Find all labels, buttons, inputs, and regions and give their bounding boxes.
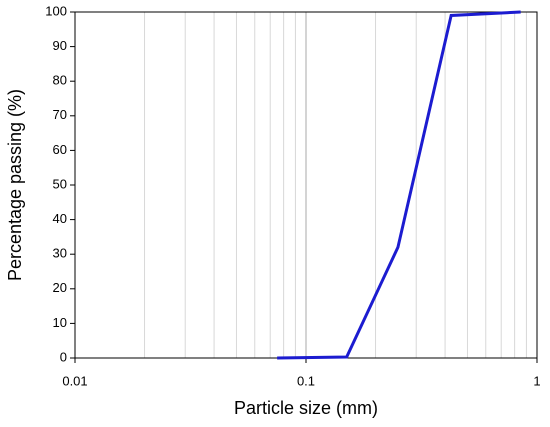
x-tick-label: 0.01 bbox=[62, 373, 87, 388]
y-axis-title: Percentage passing (%) bbox=[5, 89, 25, 281]
y-tick-label: 80 bbox=[53, 73, 67, 88]
x-tick-label: 1 bbox=[533, 373, 540, 388]
y-tick-label: 100 bbox=[45, 3, 67, 18]
y-tick-label: 0 bbox=[60, 349, 67, 364]
y-tick-label: 90 bbox=[53, 38, 67, 53]
y-tick-label: 30 bbox=[53, 246, 67, 261]
y-tick-label: 40 bbox=[53, 211, 67, 226]
data-line bbox=[277, 10, 521, 360]
y-tick-label: 60 bbox=[53, 142, 67, 157]
y-tick-label: 10 bbox=[53, 315, 67, 330]
y-tick-label: 50 bbox=[53, 176, 67, 191]
y-tick-label: 70 bbox=[53, 107, 67, 122]
y-tick-label: 20 bbox=[53, 280, 67, 295]
x-tick-label: 0.1 bbox=[297, 373, 315, 388]
x-axis-title: Particle size (mm) bbox=[234, 398, 378, 418]
